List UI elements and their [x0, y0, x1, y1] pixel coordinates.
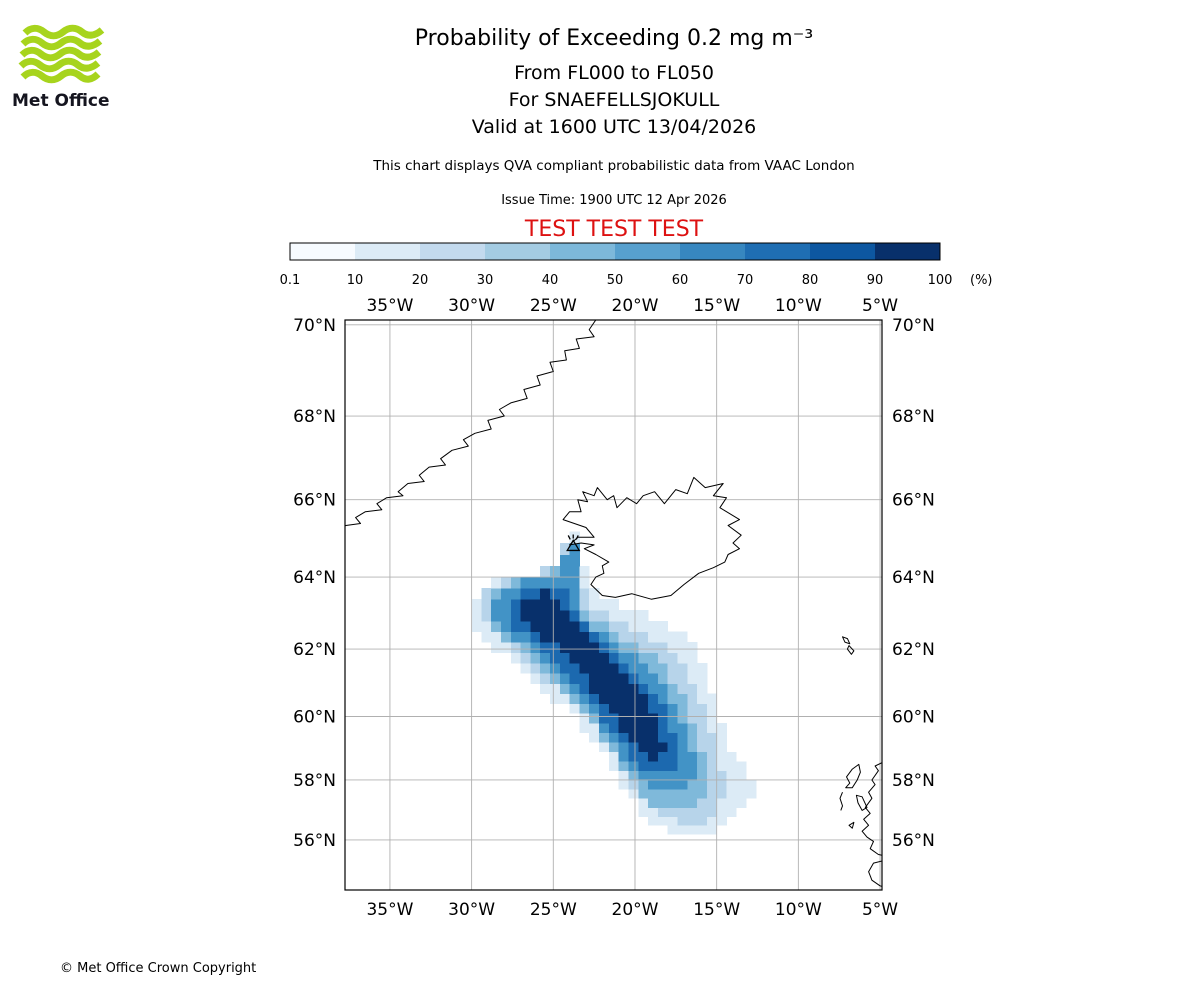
coastline-faroe-north	[842, 636, 851, 645]
svg-text:64°N: 64°N	[293, 568, 336, 588]
svg-text:10°W: 10°W	[775, 296, 822, 316]
ash-probability-cells	[471, 531, 757, 835]
svg-text:10°W: 10°W	[775, 900, 822, 920]
coastline-ireland-corner	[868, 860, 882, 887]
svg-text:62°N: 62°N	[892, 640, 935, 660]
met-office-logo-text: Met Office	[12, 91, 110, 111]
svg-text:62°N: 62°N	[293, 640, 336, 660]
svg-text:0.1: 0.1	[280, 273, 301, 288]
svg-text:68°N: 68°N	[892, 407, 935, 427]
svg-text:35°W: 35°W	[366, 296, 413, 316]
svg-text:90: 90	[867, 273, 884, 288]
svg-text:100: 100	[928, 273, 953, 288]
svg-text:80: 80	[802, 273, 819, 288]
svg-text:15°W: 15°W	[693, 900, 740, 920]
coastlines	[345, 320, 882, 887]
svg-text:70°N: 70°N	[892, 316, 935, 336]
svg-text:70°N: 70°N	[293, 316, 336, 336]
svg-text:60°N: 60°N	[892, 708, 935, 728]
chart-header: Probability of Exceeding 0.2 mg m⁻³ From…	[14, 26, 1200, 242]
coastline-skye	[855, 794, 868, 811]
map-border	[344, 319, 883, 891]
svg-text:30°W: 30°W	[448, 296, 495, 316]
colorbar-unit: (%)	[970, 273, 993, 288]
svg-text:30: 30	[477, 273, 494, 288]
coastline-scotland-mainland	[861, 762, 882, 856]
svg-text:68°N: 68°N	[293, 407, 336, 427]
svg-text:20°W: 20°W	[612, 296, 659, 316]
coastline-greenland	[345, 320, 597, 527]
test-banner: TEST TEST TEST	[524, 217, 704, 242]
svg-text:66°N: 66°N	[892, 491, 935, 511]
axis-labels: 35°W 35°W 30°W 30°W 25°W 25°W 20°W 20°W 15°W 15°W…	[293, 296, 935, 920]
svg-text:25°W: 25°W	[530, 296, 577, 316]
coastline-lewis-harris	[845, 763, 861, 789]
coastline-faroe-south	[846, 645, 855, 655]
coastline-uist-chain	[839, 792, 843, 811]
svg-text:30°W: 30°W	[448, 900, 495, 920]
copyright: © Met Office Crown Copyright	[60, 961, 257, 976]
svg-text:40: 40	[542, 273, 559, 288]
svg-text:20: 20	[412, 273, 429, 288]
colorbar-tick-labels: 0.1 10 20 30 40 50 60 70 80 90 100 (%)	[280, 273, 993, 288]
svg-text:15°W: 15°W	[693, 296, 740, 316]
flight-level-range: From FL000 to FL050	[514, 62, 714, 84]
svg-text:60°N: 60°N	[293, 708, 336, 728]
svg-text:35°W: 35°W	[366, 900, 413, 920]
met-office-logo: Met Office	[12, 24, 122, 111]
svg-text:5°W: 5°W	[862, 296, 898, 316]
svg-text:64°N: 64°N	[892, 568, 935, 588]
svg-text:20°W: 20°W	[612, 900, 659, 920]
svg-text:70: 70	[737, 273, 754, 288]
issue-time: Issue Time: 1900 UTC 12 Apr 2026	[501, 193, 727, 208]
svg-text:56°N: 56°N	[293, 831, 336, 851]
graticule	[345, 320, 882, 890]
volcano-marker-icon	[566, 534, 581, 552]
svg-text:25°W: 25°W	[530, 900, 577, 920]
svg-text:10: 10	[347, 273, 364, 288]
svg-text:60: 60	[672, 273, 689, 288]
volcano-name-line: For SNAEFELLSJOKULL	[508, 89, 720, 111]
svg-text:5°W: 5°W	[862, 900, 898, 920]
chart-title: Probability of Exceeding 0.2 mg m⁻³	[414, 26, 814, 51]
map-area	[345, 320, 882, 890]
svg-text:66°N: 66°N	[293, 491, 336, 511]
met-office-logo-graphic	[18, 24, 105, 84]
svg-text:58°N: 58°N	[892, 771, 935, 791]
coastline-tiree	[848, 821, 855, 829]
coastline-iceland	[562, 476, 742, 600]
qva-note: This chart displays QVA compliant probab…	[373, 158, 855, 174]
svg-text:56°N: 56°N	[892, 831, 935, 851]
colorbar	[289, 242, 941, 261]
valid-time-line: Valid at 1600 UTC 13/04/2026	[471, 116, 757, 138]
svg-text:58°N: 58°N	[293, 771, 336, 791]
svg-text:50: 50	[607, 273, 624, 288]
